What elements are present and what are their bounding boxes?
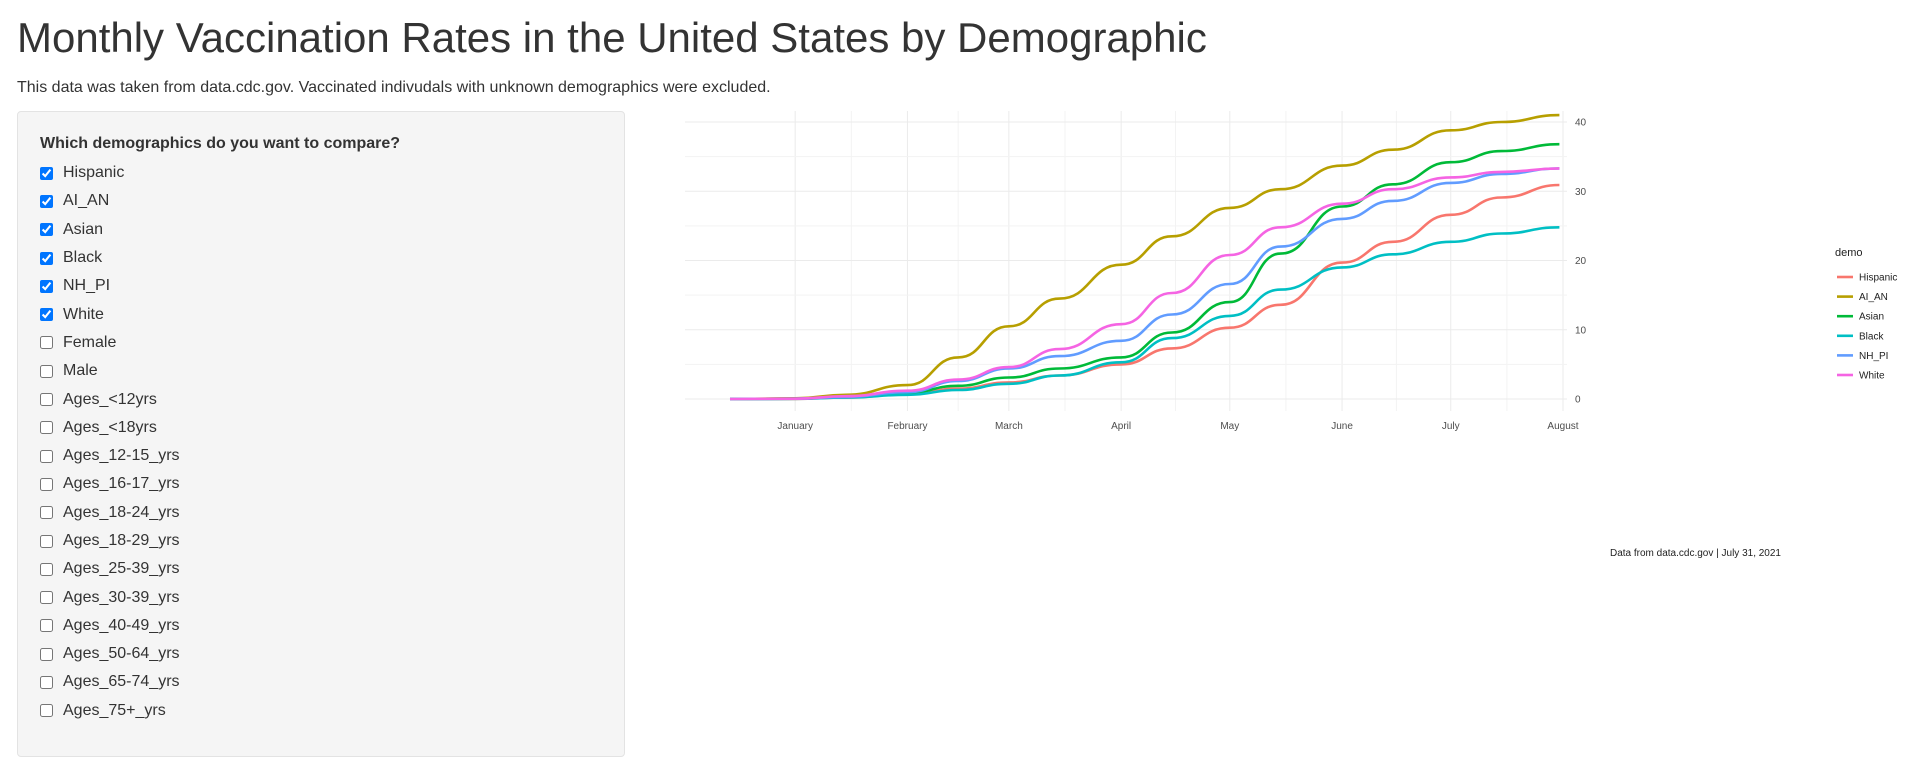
checkbox-label: Ages_<12yrs [63, 390, 157, 408]
x-tick-label: January [777, 421, 813, 432]
checkbox-item-ages-65-74[interactable]: Ages_65-74_yrs [40, 668, 180, 696]
legend-label: AI_AN [1859, 292, 1888, 303]
checkbox-label: Ages_18-24_yrs [63, 503, 180, 521]
y-tick-label: 40 [1575, 118, 1587, 129]
checkbox-label: NH_PI [63, 277, 111, 295]
checkbox-ages-18-29[interactable] [40, 534, 53, 548]
legend-label: Black [1859, 331, 1884, 342]
checkbox-black[interactable] [40, 251, 53, 265]
checkbox-label: Asian [63, 220, 104, 238]
x-tick-label: July [1442, 421, 1460, 432]
checkbox-ages-25-39[interactable] [40, 562, 53, 576]
demographics-panel: Which demographics do you want to compar… [17, 111, 625, 757]
checkbox-item-ages-25-39[interactable]: Ages_25-39_yrs [40, 555, 180, 583]
demographics-question: Which demographics do you want to compar… [40, 135, 401, 152]
checkbox-label: Black [63, 249, 103, 267]
checkbox-item-ages-40-49[interactable]: Ages_40-49_yrs [40, 612, 180, 640]
demographics-checkbox-list: Hispanic AI_AN Asian Black NH_PI White F… [40, 159, 180, 725]
checkbox-ages-40-49[interactable] [40, 619, 53, 633]
page-title: Monthly Vaccination Rates in the United … [17, 14, 1207, 61]
vaccination-line-chart: January February March April May June July Augu… [685, 111, 1897, 559]
checkbox-label: Hispanic [63, 164, 125, 182]
checkbox-item-asian[interactable]: Asian [40, 216, 180, 244]
series-line-ai-an [729, 113, 1560, 401]
checkbox-label: Ages_30-39_yrs [63, 588, 180, 606]
checkbox-label: Ages_75+_yrs [63, 701, 166, 719]
checkbox-label: Ages_12-15_yrs [63, 447, 180, 465]
y-tick-label: 30 [1575, 187, 1587, 198]
x-tick-label: February [887, 421, 927, 432]
checkbox-label: Ages_<18yrs [63, 418, 157, 436]
checkbox-label: Ages_16-17_yrs [63, 475, 180, 493]
legend-label: Hispanic [1859, 273, 1897, 284]
checkbox-nh-pi[interactable] [40, 279, 53, 293]
checkbox-label: Ages_18-29_yrs [63, 532, 180, 549]
checkbox-item-ages-18-24[interactable]: Ages_18-24_yrs [40, 499, 180, 527]
x-tick-label: May [1220, 421, 1239, 432]
chart-series [729, 113, 1560, 401]
checkbox-item-ages-30-39[interactable]: Ages_30-39_yrs [40, 583, 180, 611]
checkbox-item-ages-under-12[interactable]: Ages_<12yrs [40, 385, 180, 413]
checkbox-white[interactable] [40, 308, 53, 322]
checkbox-asian[interactable] [40, 223, 53, 237]
x-tick-label: August [1547, 421, 1578, 432]
checkbox-label: AI_AN [63, 192, 110, 210]
checkbox-item-hispanic[interactable]: Hispanic [40, 159, 180, 187]
checkbox-item-white[interactable]: White [40, 300, 180, 328]
checkbox-male[interactable] [40, 364, 53, 378]
checkbox-ages-65-74[interactable] [40, 675, 53, 689]
chart-grid [685, 111, 1567, 411]
checkbox-label: Ages_25-39_yrs [63, 560, 180, 578]
checkbox-label: Female [63, 333, 117, 351]
legend-label: White [1859, 371, 1885, 382]
checkbox-ages-18-24[interactable] [40, 506, 53, 520]
x-tick-label: June [1331, 421, 1353, 432]
x-tick-label: April [1111, 421, 1131, 432]
legend-title: demo [1835, 247, 1863, 259]
checkbox-item-ages-50-64[interactable]: Ages_50-64_yrs [40, 640, 180, 668]
legend-label: Asian [1859, 312, 1884, 323]
checkbox-item-ages-18-29[interactable]: Ages_18-29_yrs [40, 527, 180, 555]
x-tick-label: March [995, 421, 1023, 432]
checkbox-label: White [63, 305, 104, 323]
checkbox-ai-an[interactable] [40, 194, 53, 208]
checkbox-item-ages-under-18[interactable]: Ages_<18yrs [40, 414, 180, 442]
checkbox-item-ages-12-15[interactable]: Ages_12-15_yrs [40, 442, 180, 470]
y-tick-label: 10 [1575, 325, 1587, 336]
y-axis-ticks: 0 10 20 30 40 [1575, 118, 1587, 406]
page-subtitle: This data was taken from data.cdc.gov. V… [17, 79, 771, 96]
checkbox-hispanic[interactable] [40, 166, 53, 180]
series-line-black [729, 226, 1560, 401]
checkbox-item-female[interactable]: Female [40, 329, 180, 357]
x-axis-ticks: January February March April May June July Augu… [777, 421, 1578, 432]
legend-label: NH_PI [1859, 351, 1888, 362]
vaccination-chart: January February March April May June July Augu… [655, 111, 1917, 571]
checkbox-ages-16-17[interactable] [40, 477, 53, 491]
checkbox-ages-50-64[interactable] [40, 647, 53, 661]
checkbox-item-ages-75-plus[interactable]: Ages_75+_yrs [40, 697, 180, 725]
checkbox-item-ages-16-17[interactable]: Ages_16-17_yrs [40, 470, 180, 498]
checkbox-ages-30-39[interactable] [40, 591, 53, 605]
y-tick-label: 0 [1575, 395, 1581, 406]
checkbox-ages-75-plus[interactable] [40, 704, 53, 718]
checkbox-item-male[interactable]: Male [40, 357, 180, 385]
checkbox-label: Male [63, 362, 98, 380]
checkbox-item-ai-an[interactable]: AI_AN [40, 187, 180, 215]
series-line-hispanic [729, 183, 1560, 401]
checkbox-label: Ages_65-74_yrs [63, 673, 180, 691]
chart-legend: demo Hispanic AI_AN Asian Black NH_PI White [1835, 247, 1897, 382]
series-line-asian [729, 142, 1560, 401]
checkbox-label: Ages_40-49_yrs [63, 616, 180, 634]
checkbox-ages-12-15[interactable] [40, 449, 53, 463]
checkbox-item-nh-pi[interactable]: NH_PI [40, 272, 180, 300]
series-line-white [729, 167, 1560, 401]
checkbox-female[interactable] [40, 336, 53, 350]
checkbox-item-black[interactable]: Black [40, 244, 180, 272]
checkbox-ages-under-18[interactable] [40, 421, 53, 435]
chart-caption: Data from data.cdc.gov | July 31, 2021 [1610, 548, 1781, 559]
checkbox-label: Ages_50-64_yrs [63, 645, 180, 663]
checkbox-ages-under-12[interactable] [40, 393, 53, 407]
y-tick-label: 20 [1575, 256, 1587, 267]
